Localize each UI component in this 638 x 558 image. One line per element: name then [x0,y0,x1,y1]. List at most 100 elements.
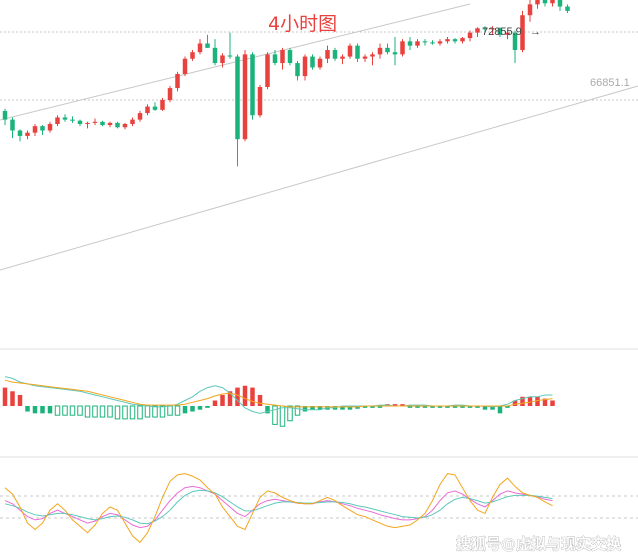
macd-histogram-bar [92,405,98,418]
kdj-k-line [4,485,553,529]
candle [490,26,495,35]
macd-histogram-bar [497,406,503,414]
candle-body [130,119,135,124]
candle [295,60,300,81]
candle-body [467,32,473,39]
candle [235,54,240,167]
macd-histogram-bar [10,391,15,406]
macd-histogram-bar [32,406,38,414]
candle [430,40,435,45]
macd-histogram-bar [190,406,195,412]
candles-group [2,0,570,167]
candle [497,27,503,37]
candle [467,30,473,42]
macd-histogram-bar [257,394,263,406]
macd-histogram-bar [287,405,293,422]
candle [437,39,443,46]
candle-body [332,50,338,59]
candle [565,4,570,14]
candle [392,36,398,66]
macd-histogram-bar [137,405,143,420]
macd-histogram-bar [2,387,8,406]
candle [32,123,38,136]
candle-body [317,58,323,68]
candle [377,43,383,59]
candle-body [355,45,360,59]
candle [287,47,293,66]
candle-body [92,121,98,123]
candle [100,120,105,127]
macd-histogram-bar [144,405,151,418]
candle-body [280,50,285,64]
candle-body [227,55,233,57]
candle-body [475,28,480,33]
macd-histogram-bar [377,406,383,408]
candle [55,115,60,127]
candle-body [527,4,533,16]
macd-histogram-bar [550,400,555,406]
candle [557,0,563,11]
candle-body [287,50,293,64]
macd-histogram-bar [159,405,166,418]
macd-histogram-bar [69,405,76,416]
macd-dif-line [4,376,553,414]
price-label-low: 66851.1 [590,77,630,89]
candle-body [362,56,368,59]
macd-histogram-bar [452,406,458,408]
candle [212,39,218,66]
macd-histogram-bar [212,400,218,406]
candle [475,27,480,37]
candle [190,50,195,61]
candle [242,50,248,142]
candle-body [197,43,203,53]
macd-histogram-bar [467,406,473,408]
macd-histogram-bar [167,405,173,416]
macd-histogram-bar [235,387,240,406]
candle [452,38,458,44]
macd-histogram-bar [347,406,353,410]
candle [280,47,285,70]
macd-histogram-bar [84,405,91,418]
candle [145,104,150,116]
macd-histogram-bar [535,396,540,406]
candle [205,34,210,48]
candle-body [460,38,465,42]
candle-body [445,39,450,42]
candle-body [85,122,90,124]
candle [520,10,525,53]
candle-body [167,88,173,101]
candle [332,47,338,61]
macd-histogram-bar [62,405,68,416]
macd-histogram-bar [152,405,158,418]
candle [310,54,315,70]
main-panel: 4小时图 72855.9 → 66851.1 [0,0,638,271]
candle-body [47,123,53,131]
candle-body [272,54,278,64]
macd-histogram-bar [482,406,488,410]
candle-body [265,54,270,87]
macd-histogram-bar [512,400,518,406]
price-label-high-arrow: → [530,26,541,38]
candle-body [370,54,375,57]
chart-title: 4小时图 [268,13,337,35]
candle [130,117,135,127]
candle [302,54,308,81]
macd-histogram-bar [54,405,61,416]
candle-body [250,54,255,116]
macd-histogram-bar [99,405,106,418]
candle-body [512,32,518,51]
candle-body [40,126,45,131]
candle [115,121,120,129]
candle-body [497,28,503,35]
macd-histogram-bar [490,406,495,410]
candle-body [190,52,195,59]
candle-body [400,41,405,55]
channel-lower-line [0,85,638,271]
macd-histogram-bar [279,405,286,427]
candle-body [152,106,158,110]
macd-histogram-bar [265,406,270,414]
candle [505,30,510,40]
macd-histogram-bar [542,398,548,406]
candle [347,43,353,59]
candle-body [10,119,15,131]
